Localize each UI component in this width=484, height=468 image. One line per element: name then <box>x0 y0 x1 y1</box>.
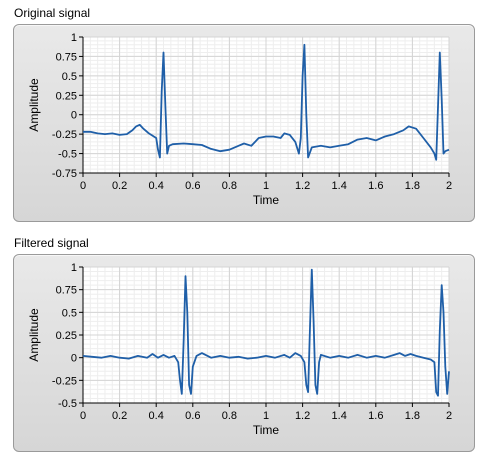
x-tick-label: 1.6 <box>368 180 383 192</box>
y-tick-label: 1 <box>71 262 77 274</box>
original-signal-label: Original signal <box>14 6 91 20</box>
filtered-signal-label: Filtered signal <box>14 236 89 250</box>
y-tick-label: 0.5 <box>62 307 77 319</box>
x-tick-label: 1.2 <box>295 180 310 192</box>
x-tick-label: 0 <box>80 180 86 192</box>
y-tick-label: 1 <box>71 32 77 44</box>
x-tick-label: 0.4 <box>149 410 164 422</box>
x-tick-label: 0.6 <box>185 180 200 192</box>
x-tick-label: 1.8 <box>405 410 420 422</box>
y-tick-label: 0.75 <box>56 285 77 297</box>
x-tick-label: 1 <box>263 180 269 192</box>
x-tick-label: 1.6 <box>368 410 383 422</box>
filtered-signal-plot: 0 0.2 0.4 0.6 0.8 1 1.2 1.4 1.6 1.8 2 1 0.75 0.5 0.25 0… <box>27 262 452 437</box>
y-tick-label: 0 <box>71 110 77 122</box>
x-axis-title: Time <box>253 423 280 437</box>
y-tick-label: 0.25 <box>56 90 77 102</box>
original-signal-graph[interactable]: 0 0.2 0.4 0.6 0.8 1 1.2 1.4 1.6 1.8 2 1 0.75 0.5 0.25 0… <box>13 24 475 222</box>
x-tick-label: 0.8 <box>222 410 237 422</box>
y-axis-title: Amplitude <box>27 308 41 362</box>
x-tick-label: 0 <box>80 410 86 422</box>
x-tick-label: 0.4 <box>149 180 164 192</box>
y-tick-label: 0.75 <box>56 51 77 63</box>
filtered-signal-graph[interactable]: 0 0.2 0.4 0.6 0.8 1 1.2 1.4 1.6 1.8 2 1 0.75 0.5 0.25 0… <box>13 254 475 452</box>
x-tick-label: 0.6 <box>185 410 200 422</box>
y-tick-label: 0.5 <box>62 71 77 83</box>
signal-line <box>83 43 450 161</box>
x-tick-label: 2 <box>446 410 452 422</box>
y-tick-label: -0.25 <box>52 375 77 387</box>
y-tick-label: 0.25 <box>56 330 77 342</box>
x-tick-label: 0.2 <box>112 410 127 422</box>
x-tick-label: 0.2 <box>112 180 127 192</box>
original-signal-plot: 0 0.2 0.4 0.6 0.8 1 1.2 1.4 1.6 1.8 2 1 0.75 0.5 0.25 0… <box>27 32 452 207</box>
y-tick-label: -0.75 <box>52 168 77 180</box>
x-tick-label: 1.4 <box>332 410 347 422</box>
grid <box>82 266 450 404</box>
x-tick-label: 1.2 <box>295 410 310 422</box>
x-tick-label: 2 <box>446 180 452 192</box>
y-tick-label: 0 <box>71 353 77 365</box>
x-tick-label: 1.8 <box>405 180 420 192</box>
x-axis-title: Time <box>253 193 280 207</box>
y-tick-label: -0.5 <box>58 149 77 161</box>
signal-line <box>82 268 450 397</box>
x-tick-label: 1 <box>263 410 269 422</box>
x-tick-label: 0.8 <box>222 180 237 192</box>
x-tick-label: 1.4 <box>332 180 347 192</box>
y-tick-label: -0.5 <box>58 398 77 410</box>
y-tick-label: -0.25 <box>52 129 77 141</box>
y-axis-title: Amplitude <box>27 78 41 132</box>
